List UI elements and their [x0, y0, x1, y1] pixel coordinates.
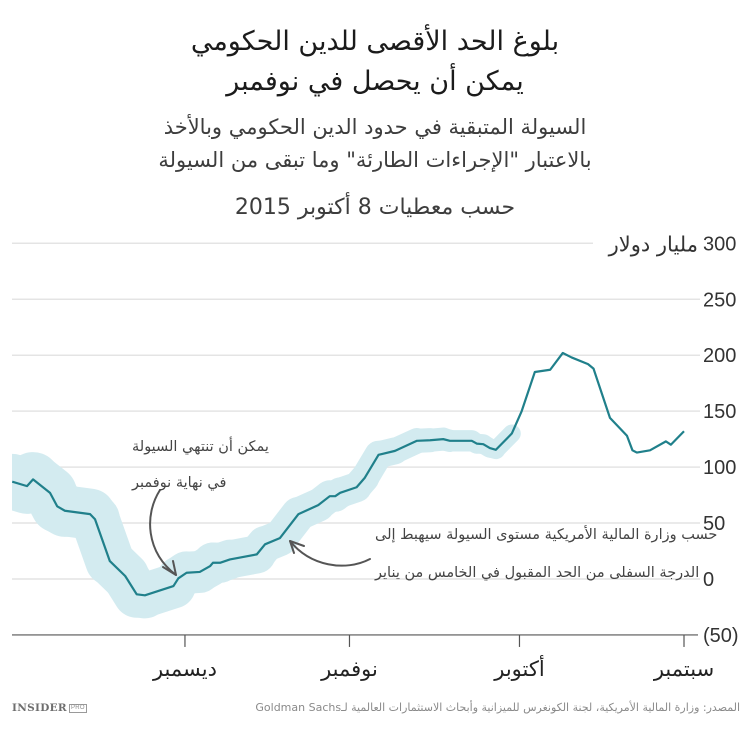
x-tick-label: أكتوبر: [493, 655, 544, 681]
annotation-1-line-2: في نهاية نوفمبر: [132, 475, 227, 491]
y-tick-label: 250: [703, 289, 736, 311]
logo-badge: PRO: [68, 704, 87, 713]
annotation-arrow-2: [289, 540, 371, 567]
y-tick-label: 100: [703, 457, 736, 479]
y-tick-label: (50): [703, 625, 739, 647]
y-tick-label: 0: [703, 569, 714, 591]
liquidity-line: [12, 351, 685, 597]
source-note: المصدر: وزارة المالية الأمريكية، لجنة ال…: [255, 701, 740, 714]
axis-labels: 300 250 200 150 100 50 0 (50) مليار دولار سبتمبر أ…: [152, 232, 739, 681]
x-tick-label: نوفمبر: [320, 657, 378, 681]
insider-pro-logo: INSIDER PRO: [12, 700, 87, 716]
y-axis-unit-label: مليار دولار: [608, 232, 698, 256]
series-lines: [12, 351, 685, 597]
y-tick-label: 150: [703, 401, 736, 423]
annotation-2-line-1: حسب وزارة المالية الأمريكية مستوى السيول…: [375, 527, 718, 543]
annotation-2-line-2: الدرجة السفلى من الحد المقبول في الخامس …: [375, 565, 700, 581]
chart-subtitle-line-2: بالاعتبار "الإجراءات الطارئة" وما تبقى م…: [158, 148, 592, 172]
x-tick-label: سبتمبر: [653, 657, 714, 681]
chart-subtitle-line-1: السيولة المتبقية في حدود الدين الحكومي و…: [163, 115, 587, 139]
x-axis: [12, 634, 698, 647]
annotation-1-line-1: يمكن أن تنتهي السيولة: [132, 439, 269, 455]
chart-title-line-2: يمكن أن يحصل في نوفمبر: [226, 66, 524, 97]
x-tick-label: ديسمبر: [152, 657, 217, 681]
data-date-line: حسب معطيات 8 أكتوبر 2015: [234, 195, 516, 220]
y-tick-label: 300: [703, 233, 736, 255]
y-tick-label: 200: [703, 345, 736, 367]
chart-title-line-1: بلوغ الحد الأقصى للدين الحكومي: [190, 26, 560, 57]
annotation-arrow-1: [149, 489, 177, 576]
logo-text: INSIDER: [12, 702, 67, 714]
y-tick-label: 50: [703, 513, 725, 535]
